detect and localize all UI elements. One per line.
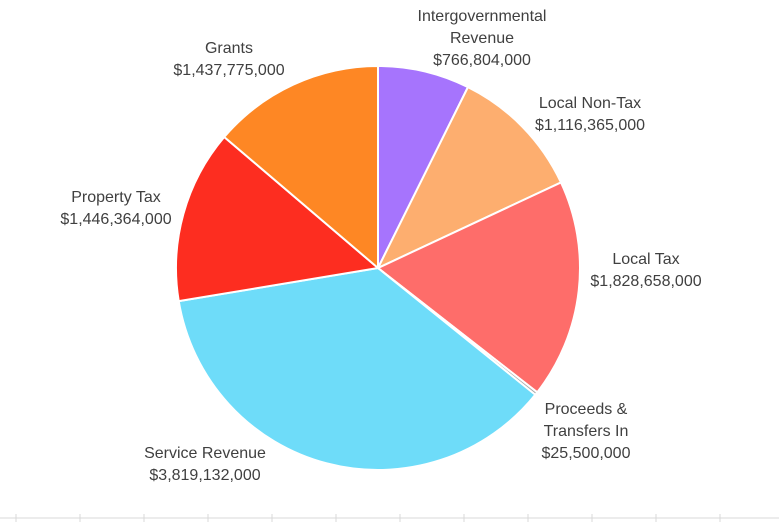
slice-name-label: Service Revenue — [144, 445, 266, 462]
pie-label-grants: Grants $1,437,775,000 — [173, 40, 284, 79]
pie-slice-local-non-tax — [375, 85, 563, 271]
bottom-gridline — [0, 514, 779, 522]
slice-name-label: Grants — [205, 40, 253, 57]
pie-slice-grants — [222, 64, 379, 271]
pie-label-property-tax: Property Tax $1,446,364,000 — [60, 189, 171, 228]
slice-value-label: $1,116,365,000 — [535, 117, 645, 134]
pie-labels: Intergovernmental Revenue $766,804,000 Loca… — [60, 8, 701, 484]
pie-slices — [175, 64, 581, 471]
slice-value-label: $3,819,132,000 — [149, 467, 260, 484]
pie-slice-local-tax — [376, 181, 581, 394]
slice-value-label: $766,804,000 — [433, 52, 531, 69]
slice-name-label: Revenue — [450, 30, 514, 47]
slice-name-label: Property Tax — [71, 189, 161, 206]
slice-name-label: Intergovernmental — [418, 8, 547, 25]
pie-slice-property-tax — [175, 135, 381, 303]
pie-label-intergovernmental-revenue: Intergovernmental Revenue $766,804,000 — [418, 8, 547, 69]
pie-label-proceeds-transfers-in: Proceeds & Transfers In $25,500,000 — [542, 401, 631, 462]
pie-label-local-non-tax: Local Non-Tax $1,116,365,000 — [535, 95, 645, 134]
slice-value-label: $1,437,775,000 — [173, 62, 284, 79]
slice-name-label: Local Tax — [612, 251, 679, 268]
slice-name-label: Proceeds & — [545, 401, 628, 418]
slice-name-label: Local Non-Tax — [539, 95, 641, 112]
slice-name-label: Transfers In — [544, 423, 629, 440]
slice-value-label: $1,828,658,000 — [590, 273, 701, 290]
pie-slice-service-revenue — [177, 266, 537, 471]
slice-value-label: $1,446,364,000 — [60, 211, 171, 228]
pie-label-service-revenue: Service Revenue $3,819,132,000 — [144, 445, 266, 484]
pie-label-local-tax: Local Tax $1,828,658,000 — [590, 251, 701, 290]
slice-value-label: $25,500,000 — [542, 445, 631, 462]
